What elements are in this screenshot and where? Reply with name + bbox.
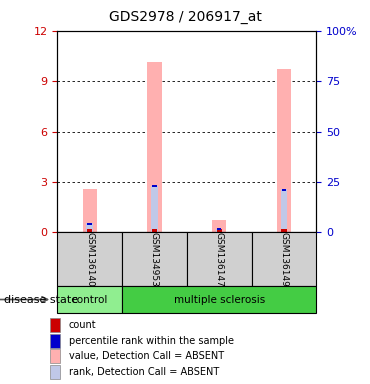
Bar (281, 189, 287, 232)
Bar (57, 286, 122, 313)
Bar (151, 186, 158, 232)
Bar (187, 232, 252, 286)
Bar (252, 232, 316, 286)
Text: GSM134953: GSM134953 (150, 232, 159, 286)
Bar (147, 62, 162, 232)
Text: control: control (71, 295, 108, 305)
Text: rank, Detection Call = ABSENT: rank, Detection Call = ABSENT (69, 367, 219, 377)
Text: percentile rank within the sample: percentile rank within the sample (69, 336, 234, 346)
Bar (152, 185, 157, 187)
Bar (50, 334, 60, 348)
Text: disease state: disease state (4, 295, 78, 305)
Bar (122, 232, 187, 286)
Bar (50, 365, 60, 379)
Text: GDS2978 / 206917_at: GDS2978 / 206917_at (108, 10, 262, 24)
Bar (282, 229, 287, 232)
Bar (50, 349, 60, 363)
Text: multiple sclerosis: multiple sclerosis (174, 295, 265, 305)
Bar (87, 223, 92, 225)
Bar (216, 229, 222, 232)
Bar (212, 220, 226, 232)
Bar (216, 229, 222, 232)
Text: GSM136149: GSM136149 (279, 232, 289, 286)
Text: GSM136147: GSM136147 (215, 232, 224, 286)
Bar (87, 229, 92, 232)
Text: GSM136140: GSM136140 (85, 232, 94, 286)
Text: count: count (69, 320, 96, 330)
Bar (282, 189, 286, 191)
Bar (277, 70, 291, 232)
Bar (122, 286, 316, 313)
Bar (152, 229, 157, 232)
Bar (217, 228, 222, 230)
Bar (57, 232, 122, 286)
Bar (83, 189, 97, 232)
Bar (87, 223, 93, 232)
Bar (50, 318, 60, 332)
Text: value, Detection Call = ABSENT: value, Detection Call = ABSENT (69, 351, 224, 361)
